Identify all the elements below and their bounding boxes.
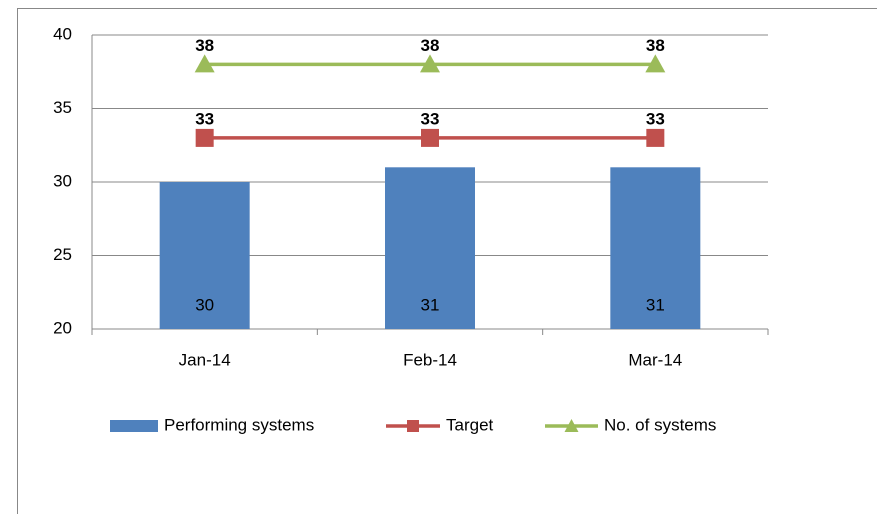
x-tick-label: Jan-14	[179, 350, 231, 369]
data-label: 38	[195, 36, 214, 55]
bar	[610, 167, 701, 329]
marker	[646, 128, 665, 147]
marker	[645, 54, 666, 73]
y-tick-label: 25	[53, 245, 72, 264]
marker	[194, 54, 215, 73]
data-label: 33	[195, 109, 214, 128]
bar	[159, 182, 250, 329]
data-label: 33	[421, 109, 440, 128]
data-label: 38	[421, 36, 440, 55]
legend-label: Performing systems	[164, 415, 314, 434]
data-label: 31	[421, 295, 440, 314]
y-tick-label: 30	[53, 171, 72, 190]
data-label: 30	[195, 295, 214, 314]
legend-marker	[407, 420, 419, 432]
legend-marker	[564, 419, 579, 432]
marker	[420, 54, 440, 73]
marker	[421, 128, 439, 147]
x-tick-label: Feb-14	[403, 350, 457, 369]
y-tick-label: 40	[53, 24, 72, 43]
y-tick-label: 20	[53, 318, 72, 337]
legend-swatch	[110, 420, 158, 432]
x-tick-label: Mar-14	[628, 350, 682, 369]
bar	[385, 167, 475, 329]
legend-label: No. of systems	[604, 415, 716, 434]
legend-label: Target	[446, 415, 494, 434]
data-label: 31	[646, 295, 665, 314]
y-tick-label: 35	[53, 98, 72, 117]
marker	[195, 128, 214, 147]
data-label: 33	[646, 109, 665, 128]
data-label: 38	[646, 36, 665, 55]
